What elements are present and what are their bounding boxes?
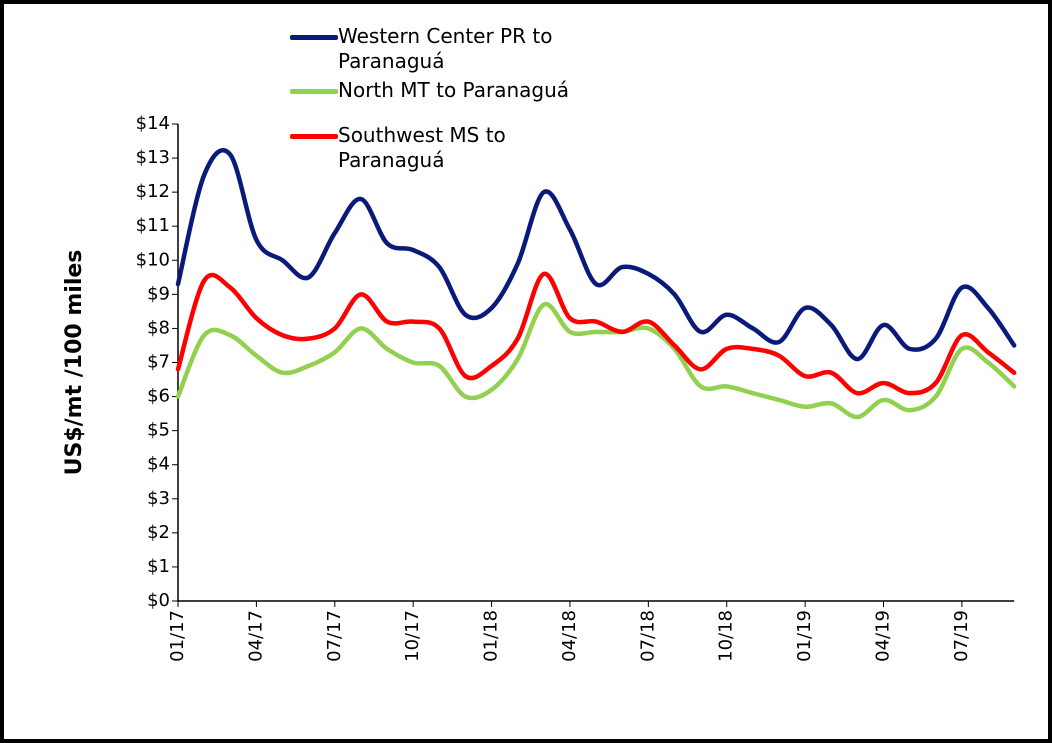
legend-item: Western Center PR to Paranaguá xyxy=(290,24,630,74)
y-tick-label: $13 xyxy=(136,147,170,168)
x-tick-label: 10/17 xyxy=(402,610,423,662)
series-line xyxy=(175,148,1017,362)
x-tick-label: 04/18 xyxy=(559,610,580,662)
y-tick-label: $8 xyxy=(147,317,170,338)
y-axis-label: US$/mt /100 miles xyxy=(62,250,87,476)
x-tick-label: 04/17 xyxy=(245,610,266,662)
y-tick-label: $14 xyxy=(136,113,170,134)
legend-swatch xyxy=(290,35,338,40)
x-tick-label: 01/17 xyxy=(167,610,188,662)
legend-label: North MT to Paranaguá xyxy=(338,78,570,102)
x-tick-label: 01/18 xyxy=(481,610,502,662)
y-tick-label: $5 xyxy=(147,420,170,441)
y-tick-label: $2 xyxy=(147,522,170,543)
y-tick-label: $6 xyxy=(147,386,170,407)
x-tick-label: 10/18 xyxy=(716,610,737,662)
y-tick-label: $0 xyxy=(147,590,170,611)
y-tick-label: $4 xyxy=(147,454,170,475)
legend-item: North MT to Paranaguá xyxy=(290,78,630,103)
legend-item: Southwest MS to Paranaguá xyxy=(290,123,630,173)
x-tick-label: 07/19 xyxy=(951,610,972,662)
y-tick-label: $9 xyxy=(147,283,170,304)
legend-label: Western Center PR to Paranaguá xyxy=(338,24,553,73)
y-tick-label: $12 xyxy=(136,181,170,202)
series-line xyxy=(175,271,1017,396)
legend: Western Center PR to Paranaguá North MT t… xyxy=(290,24,630,177)
y-tick-label: $7 xyxy=(147,352,170,373)
series-line xyxy=(175,302,1017,420)
y-tick-label: $3 xyxy=(147,488,170,509)
x-tick-label: 07/18 xyxy=(637,610,658,662)
x-tick-label: 01/19 xyxy=(794,610,815,662)
legend-label: Southwest MS to Paranaguá xyxy=(338,123,506,172)
legend-swatch xyxy=(290,89,338,94)
y-tick-label: $10 xyxy=(136,249,170,270)
y-tick-label: $11 xyxy=(136,215,170,236)
x-tick-label: 04/19 xyxy=(873,610,894,662)
legend-swatch xyxy=(290,134,338,139)
x-tick-label: 07/17 xyxy=(324,610,345,662)
y-tick-label: $1 xyxy=(147,556,170,577)
